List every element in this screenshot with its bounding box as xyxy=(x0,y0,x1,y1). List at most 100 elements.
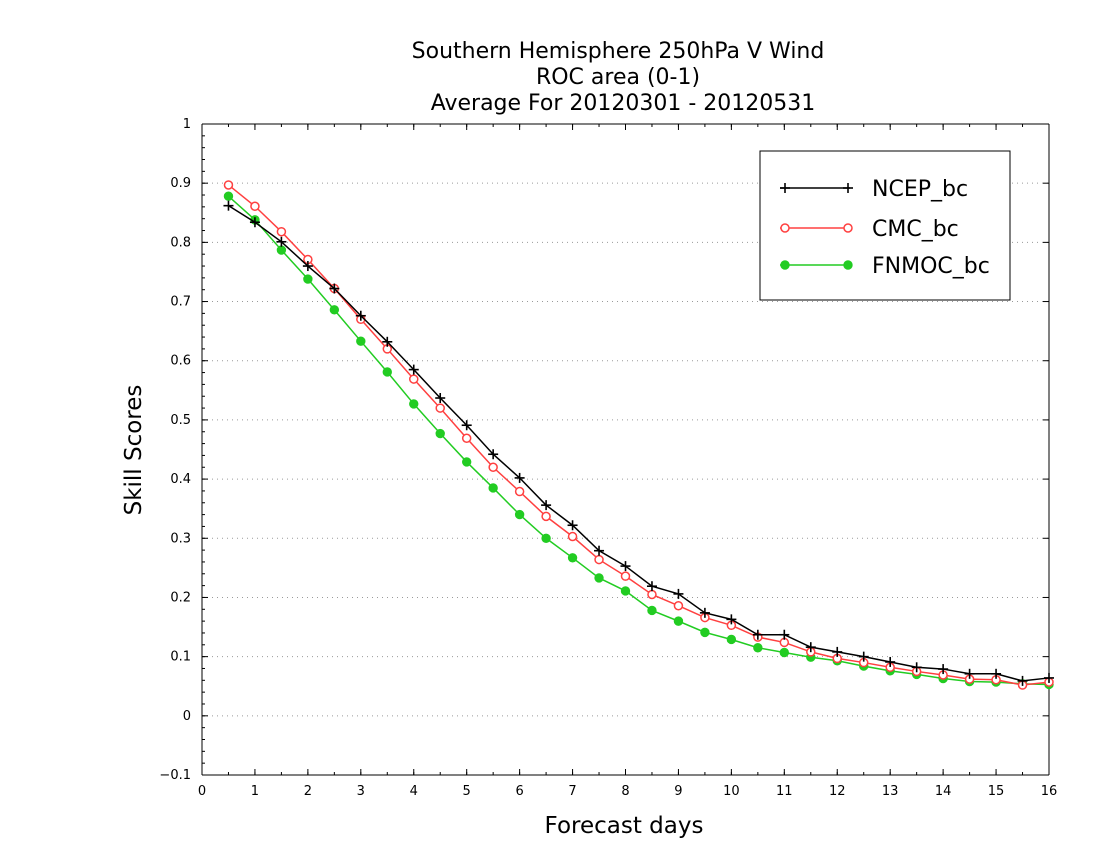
data-point-ncep-bc-16 xyxy=(1044,672,1054,683)
legend-marker-left-fnmoc-bc xyxy=(780,260,790,270)
y-tick-label-0: 0 xyxy=(183,709,191,724)
data-point-fnmoc-bc-5.5 xyxy=(488,483,498,493)
y-tick-label-0.7: 0.7 xyxy=(170,295,191,310)
data-point-fnmoc-bc-6.5 xyxy=(541,533,551,543)
data-point-ncep-bc-2 xyxy=(302,261,313,272)
x-tick-label-4: 4 xyxy=(410,784,418,799)
data-point-ncep-bc-1 xyxy=(249,217,260,228)
y-tick-label-0.3: 0.3 xyxy=(170,531,191,546)
data-point-fnmoc-bc-10 xyxy=(726,634,737,645)
x-tick-label-3: 3 xyxy=(357,784,365,799)
data-point-ncep-bc-11.5 xyxy=(805,642,816,653)
data-point-cmc-bc-4 xyxy=(409,374,419,384)
y-tick-label-−0.1: −0.1 xyxy=(159,768,191,783)
legend-item-ncep-bc: NCEP_bc xyxy=(780,177,968,202)
legend-label-cmc-bc: CMC_bc xyxy=(872,217,959,242)
legend-label-fnmoc-bc: FNMOC_bc xyxy=(872,254,990,279)
data-point-ncep-bc-3.5 xyxy=(382,336,393,347)
y-tick-label-0.9: 0.9 xyxy=(170,176,191,191)
data-point-fnmoc-bc-9.5 xyxy=(700,627,710,638)
x-tick-label-16: 16 xyxy=(1041,784,1058,799)
series-fnmoc-bc xyxy=(223,191,1054,690)
data-point-fnmoc-bc-3 xyxy=(356,336,366,346)
y-tick-label-0.4: 0.4 xyxy=(170,472,191,487)
data-point-ncep-bc-3 xyxy=(355,310,366,321)
data-point-fnmoc-bc-11 xyxy=(779,647,790,658)
data-point-ncep-bc-11 xyxy=(779,629,790,640)
data-point-ncep-bc-15.5 xyxy=(1017,675,1028,686)
x-tick-label-11: 11 xyxy=(776,784,793,799)
data-point-fnmoc-bc-7 xyxy=(567,553,578,563)
chart-title: Southern Hemisphere 250hPa V Wind xyxy=(412,39,825,64)
data-point-cmc-bc-1.5 xyxy=(276,226,287,237)
data-point-ncep-bc-5 xyxy=(461,420,472,431)
x-tick-label-14: 14 xyxy=(935,784,952,799)
data-point-ncep-bc-6.5 xyxy=(541,500,552,511)
x-tick-label-6: 6 xyxy=(515,784,523,799)
x-tick-label-7: 7 xyxy=(568,784,576,799)
data-point-ncep-bc-12 xyxy=(832,646,843,657)
y-axis-ticks: −0.1 0 0.1 0.2 0.3 0.4 0.5 0.6 0.7 0.8 0.9 1 xyxy=(159,117,1049,783)
data-point-fnmoc-bc-3.5 xyxy=(382,367,392,377)
data-point-ncep-bc-12.5 xyxy=(858,651,869,662)
data-point-fnmoc-bc-1.5 xyxy=(276,245,287,255)
data-point-ncep-bc-7 xyxy=(567,520,578,531)
legend-label-ncep-bc: NCEP_bc xyxy=(872,177,968,202)
data-point-cmc-bc-0.5 xyxy=(223,180,234,190)
data-point-ncep-bc-14.5 xyxy=(964,668,975,679)
x-tick-label-9: 9 xyxy=(674,784,682,799)
data-point-fnmoc-bc-2.5 xyxy=(329,305,340,315)
x-tick-label-12: 12 xyxy=(829,784,846,799)
y-tick-label-1: 1 xyxy=(183,117,191,132)
y-tick-label-0.8: 0.8 xyxy=(170,235,191,250)
data-point-fnmoc-bc-9 xyxy=(673,616,684,626)
series-ncep-bc xyxy=(223,200,1054,686)
data-point-ncep-bc-9.5 xyxy=(699,607,710,618)
data-point-fnmoc-bc-8 xyxy=(620,586,631,596)
data-point-cmc-bc-4.5 xyxy=(435,403,445,413)
data-point-ncep-bc-9 xyxy=(673,588,684,599)
series-cmc-bc xyxy=(223,180,1054,690)
data-point-fnmoc-bc-2 xyxy=(303,274,313,284)
x-tick-label-13: 13 xyxy=(882,784,899,799)
legend-marker-left-cmc-bc xyxy=(780,223,790,233)
legend-box xyxy=(759,150,1011,301)
data-point-ncep-bc-1.5 xyxy=(276,236,287,247)
data-point-cmc-bc-5 xyxy=(461,433,472,444)
data-point-ncep-bc-8.5 xyxy=(646,581,657,592)
legend-marker-right-ncep-bc xyxy=(843,183,853,193)
legend-item-fnmoc-bc: FNMOC_bc xyxy=(780,254,990,279)
chart-subtitle-date-range: Average For 20120301 - 20120531 xyxy=(431,91,816,116)
legend-marker-left-ncep-bc xyxy=(780,183,790,193)
data-point-ncep-bc-7.5 xyxy=(594,545,605,556)
data-point-ncep-bc-14 xyxy=(938,664,949,675)
legend-marker-right-fnmoc-bc xyxy=(843,260,853,270)
data-point-fnmoc-bc-5 xyxy=(461,457,472,467)
data-point-ncep-bc-10 xyxy=(726,614,737,625)
x-axis-label: Forecast days xyxy=(545,813,704,839)
data-point-cmc-bc-8 xyxy=(620,571,631,581)
data-point-cmc-bc-6 xyxy=(514,486,525,497)
data-point-cmc-bc-7 xyxy=(567,531,578,542)
y-tick-label-0.1: 0.1 xyxy=(170,650,191,665)
x-axis-ticks: 0 1 2 3 4 5 6 7 8 9 10 11 12 13 14 15 16 xyxy=(198,124,1057,799)
data-point-cmc-bc-9 xyxy=(673,600,684,611)
data-point-ncep-bc-13 xyxy=(885,656,896,667)
data-point-fnmoc-bc-10.5 xyxy=(753,643,763,653)
data-point-ncep-bc-4 xyxy=(408,364,419,375)
data-point-fnmoc-bc-4 xyxy=(409,399,419,409)
x-tick-label-10: 10 xyxy=(723,784,740,799)
data-point-ncep-bc-4.5 xyxy=(435,393,446,404)
data-point-fnmoc-bc-7.5 xyxy=(594,573,604,583)
data-point-cmc-bc-1 xyxy=(250,201,260,212)
y-tick-label-0.2: 0.2 xyxy=(170,590,191,605)
data-point-fnmoc-bc-0.5 xyxy=(223,191,234,201)
legend: NCEP_bc CMC_bc FNMOC_bc xyxy=(759,150,1011,301)
data-point-ncep-bc-13.5 xyxy=(911,662,922,673)
x-tick-label-5: 5 xyxy=(463,784,471,799)
legend-marker-right-cmc-bc xyxy=(843,223,853,233)
x-tick-label-1: 1 xyxy=(251,784,259,799)
x-tick-label-8: 8 xyxy=(621,784,629,799)
data-point-fnmoc-bc-6 xyxy=(514,509,525,520)
